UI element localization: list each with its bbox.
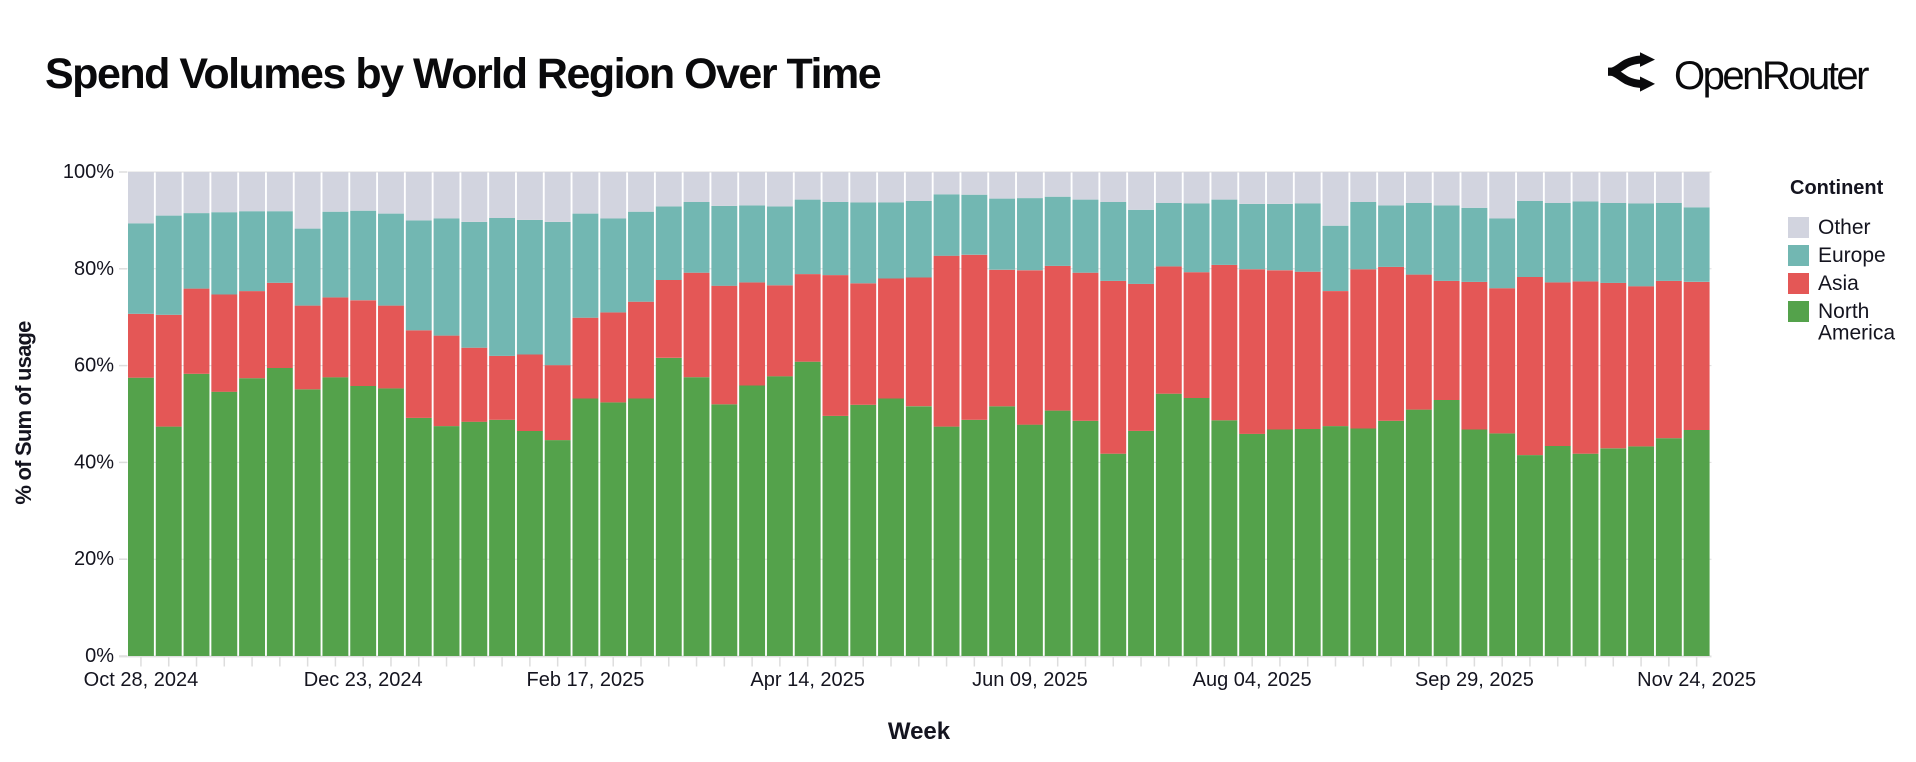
svg-text:North: North <box>1818 300 1869 323</box>
svg-text:100%: 100% <box>63 161 114 183</box>
svg-text:Oct 28, 2024: Oct 28, 2024 <box>84 669 199 691</box>
svg-text:Week: Week <box>888 718 951 745</box>
svg-text:Dec 23, 2024: Dec 23, 2024 <box>304 669 423 691</box>
svg-text:Feb 17, 2025: Feb 17, 2025 <box>526 669 644 691</box>
svg-text:Continent: Continent <box>1790 177 1884 199</box>
svg-text:Aug 04, 2025: Aug 04, 2025 <box>1193 669 1312 691</box>
svg-text:80%: 80% <box>74 258 114 280</box>
svg-text:% of Sum of usage: % of Sum of usage <box>11 321 36 505</box>
svg-text:60%: 60% <box>74 355 114 377</box>
svg-text:Sep 29, 2025: Sep 29, 2025 <box>1415 669 1534 691</box>
svg-text:Europe: Europe <box>1818 244 1886 267</box>
svg-text:Nov 24, 2025: Nov 24, 2025 <box>1637 669 1756 691</box>
svg-text:0%: 0% <box>85 645 114 667</box>
svg-text:America: America <box>1818 322 1895 345</box>
svg-text:OpenRouter: OpenRouter <box>1674 54 1869 98</box>
svg-text:Spend Volumes by World Region: Spend Volumes by World Region Over Time <box>45 50 881 98</box>
svg-text:Other: Other <box>1818 216 1871 239</box>
svg-text:Asia: Asia <box>1818 272 1859 295</box>
svg-text:40%: 40% <box>74 451 114 473</box>
svg-text:20%: 20% <box>74 548 114 570</box>
svg-text:Jun 09, 2025: Jun 09, 2025 <box>972 669 1088 691</box>
svg-text:Apr 14, 2025: Apr 14, 2025 <box>750 669 865 691</box>
